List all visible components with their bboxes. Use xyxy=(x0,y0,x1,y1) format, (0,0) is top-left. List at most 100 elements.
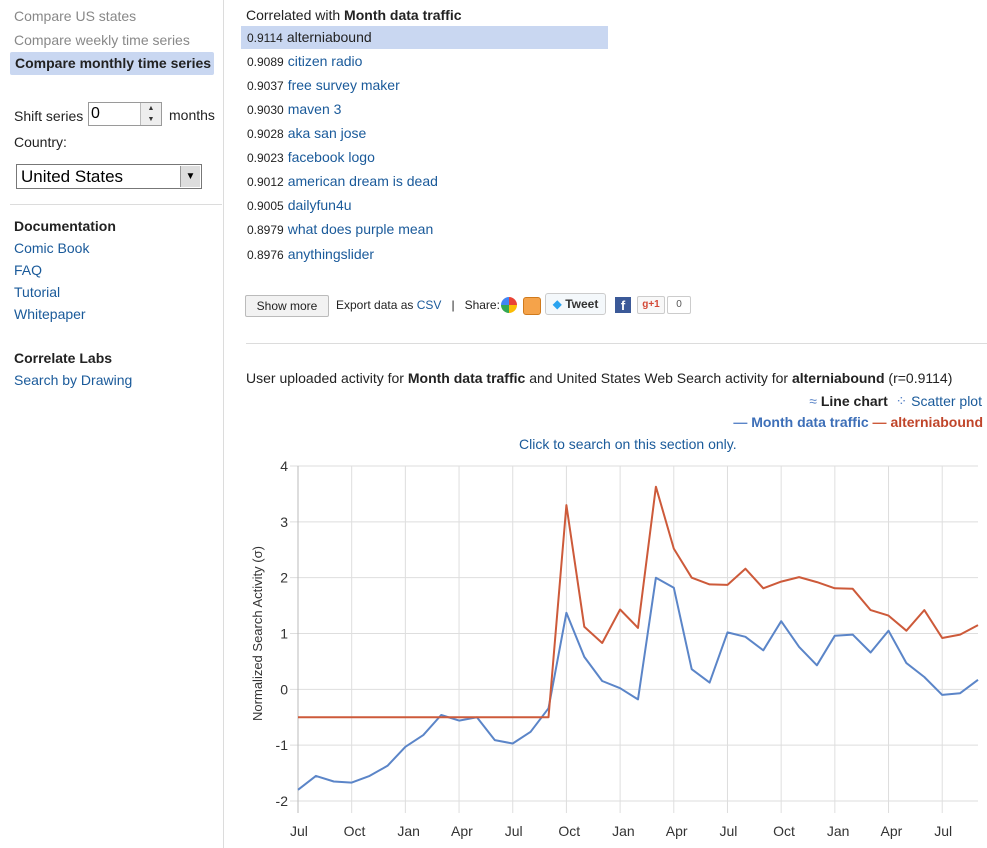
tweet-button[interactable]: ◆ Tweet xyxy=(545,293,606,315)
result-row[interactable]: 0.9089 citizen radio xyxy=(241,50,608,73)
separator: | xyxy=(451,298,455,312)
desc-text-1: User uploaded activity for xyxy=(246,370,408,386)
legend-series-2: alterniabound xyxy=(890,414,983,430)
x-tick-label: Apr xyxy=(666,823,688,839)
result-score: 0.9089 xyxy=(247,55,284,69)
legend-swatch-blue: — xyxy=(733,414,748,430)
result-row[interactable]: 0.9012 american dream is dead xyxy=(241,170,608,193)
y-tick-label: 1 xyxy=(280,626,288,642)
desc-series: Month data traffic xyxy=(407,370,526,386)
result-term[interactable]: anythingslider xyxy=(287,246,375,262)
result-row-selected[interactable]: 0.9114 alterniabound xyxy=(241,26,608,49)
result-term[interactable]: citizen radio xyxy=(287,53,363,69)
country-label: Country: xyxy=(14,134,67,150)
chevron-down-icon[interactable]: ▼ xyxy=(180,166,200,187)
desc-correlation: (r=0.9114) xyxy=(884,370,953,386)
scatter-plot-option[interactable]: Scatter plot xyxy=(911,393,982,409)
x-tick-label: Jul xyxy=(934,823,952,839)
desc-term: alterniabound xyxy=(791,370,885,386)
x-tick-label: Oct xyxy=(344,823,366,839)
result-term[interactable]: dailyfun4u xyxy=(287,197,352,213)
x-tick-label: Jan xyxy=(827,823,850,839)
results-title-series: Month data traffic xyxy=(344,7,462,23)
twitter-bird-icon: ◆ xyxy=(552,297,562,311)
result-row[interactable]: 0.8976 anythingslider xyxy=(241,243,608,266)
country-select[interactable]: United States ▼ xyxy=(16,164,202,189)
result-row[interactable]: 0.9030 maven 3 xyxy=(241,98,608,121)
show-more-button[interactable]: Show more xyxy=(245,295,329,317)
result-term[interactable]: alterniabound xyxy=(286,29,372,45)
gplus-count: 0 xyxy=(667,296,691,314)
chart-view-toggle: ≈ Line chart ⁘ Scatter plot xyxy=(809,393,982,410)
results-title-prefix: Correlated with xyxy=(246,7,341,23)
legend-series-1: Month data traffic xyxy=(751,414,869,430)
y-tick-label: -1 xyxy=(276,737,289,753)
y-tick-label: 4 xyxy=(280,458,288,474)
labs-heading: Correlate Labs xyxy=(14,350,113,366)
shift-series-value[interactable]: 0 xyxy=(91,105,100,122)
series-line-month-data-traffic xyxy=(297,576,979,791)
result-row[interactable]: 0.8979 what does purple mean xyxy=(241,218,608,241)
shift-series-stepper[interactable]: 0 ▲ ▼ xyxy=(88,102,162,126)
tweet-label: Tweet xyxy=(565,297,599,311)
x-tick-label: Jul xyxy=(290,823,308,839)
x-tick-label: Oct xyxy=(773,823,795,839)
sidebar-divider xyxy=(10,204,222,205)
result-term[interactable]: facebook logo xyxy=(287,149,375,165)
result-score: 0.9114 xyxy=(247,31,283,45)
result-score: 0.9012 xyxy=(247,175,284,189)
y-tick-label: 2 xyxy=(280,570,288,586)
line-chart-icon: ≈ xyxy=(809,393,817,409)
nav-compare-us-states[interactable]: Compare US states xyxy=(14,8,137,24)
result-term[interactable]: american dream is dead xyxy=(287,173,438,189)
gplus-label: +1 xyxy=(648,299,660,310)
desc-text-2: and United States Web Search activity fo… xyxy=(525,370,792,386)
result-score: 0.9005 xyxy=(247,199,284,213)
country-value: United States xyxy=(21,167,124,186)
chart-description: User uploaded activity for Month data tr… xyxy=(246,370,952,386)
result-term[interactable]: maven 3 xyxy=(287,101,342,117)
stepper-down-icon[interactable]: ▼ xyxy=(141,114,161,125)
result-term[interactable]: what does purple mean xyxy=(287,221,434,237)
result-score: 0.9023 xyxy=(247,151,284,165)
x-tick-label: Oct xyxy=(558,823,580,839)
result-row[interactable]: 0.9028 aka san jose xyxy=(241,122,608,145)
link-faq[interactable]: FAQ xyxy=(14,262,43,278)
y-tick-label: 0 xyxy=(280,681,288,697)
google-share-icon[interactable] xyxy=(501,297,517,313)
x-tick-label: Jan xyxy=(397,823,420,839)
rss-share-icon[interactable] xyxy=(523,297,541,315)
series-line-alterniabound xyxy=(298,485,979,719)
result-score: 0.9028 xyxy=(247,127,284,141)
gplus-button[interactable]: g+1 xyxy=(637,296,665,314)
link-whitepaper[interactable]: Whitepaper xyxy=(14,306,86,322)
nav-compare-weekly[interactable]: Compare weekly time series xyxy=(14,32,190,48)
chart-legend: — Month data traffic — alterniabound xyxy=(733,414,983,430)
nav-compare-monthly[interactable]: Compare monthly time series xyxy=(10,52,214,75)
x-tick-label: Jul xyxy=(719,823,737,839)
result-row[interactable]: 0.9005 dailyfun4u xyxy=(241,194,608,217)
results-title: Correlated with Month data traffic xyxy=(246,7,462,23)
result-score: 0.9037 xyxy=(247,79,284,93)
link-tutorial[interactable]: Tutorial xyxy=(14,284,61,300)
legend-swatch-red: — xyxy=(872,414,887,430)
link-search-by-drawing[interactable]: Search by Drawing xyxy=(14,372,133,388)
result-score: 0.8979 xyxy=(247,223,284,237)
y-tick-label: -2 xyxy=(276,793,289,809)
result-term[interactable]: free survey maker xyxy=(287,77,400,93)
export-csv-link[interactable]: CSV xyxy=(416,298,442,312)
result-row[interactable]: 0.9037 free survey maker xyxy=(241,74,608,97)
click-to-search-hint[interactable]: Click to search on this section only. xyxy=(519,436,737,452)
sidebar: Compare US states Compare weekly time se… xyxy=(0,0,224,848)
share-label: Share: xyxy=(464,298,500,312)
x-tick-label: Apr xyxy=(451,823,473,839)
facebook-share-icon[interactable]: f xyxy=(615,297,631,313)
result-row[interactable]: 0.9023 facebook logo xyxy=(241,146,608,169)
line-chart-option[interactable]: Line chart xyxy=(820,393,888,409)
result-term[interactable]: aka san jose xyxy=(287,125,367,141)
x-tick-label: Jul xyxy=(505,823,523,839)
link-comic-book[interactable]: Comic Book xyxy=(14,240,90,256)
documentation-heading: Documentation xyxy=(14,218,116,234)
shift-unit-label: months xyxy=(169,107,215,123)
